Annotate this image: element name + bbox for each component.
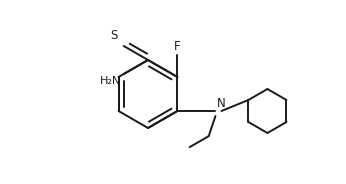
Text: N: N [217, 97, 225, 110]
Text: S: S [110, 29, 118, 42]
Text: F: F [174, 40, 181, 53]
Text: H₂N: H₂N [100, 76, 121, 86]
